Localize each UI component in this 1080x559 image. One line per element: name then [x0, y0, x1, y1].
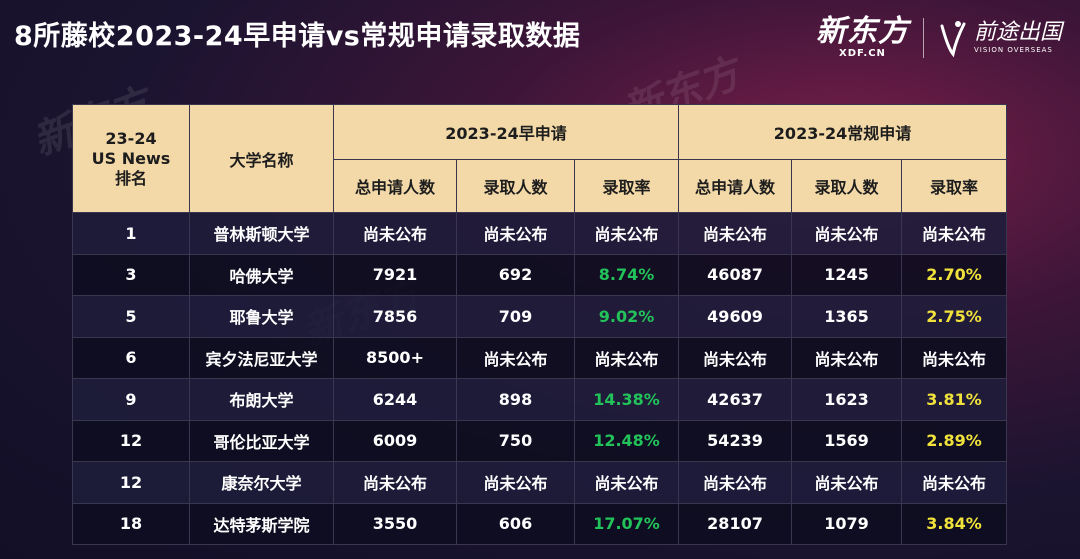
cell-rd-rate: 2.89%: [901, 419, 1008, 462]
cell-ea-admit: 尚未公布: [456, 336, 575, 379]
cell-rd-total: 42637: [678, 378, 793, 421]
table-row: 18 达特茅斯学院 3550 606 17.07% 28107 1079 3.8…: [72, 502, 1008, 545]
cell-ea-rate: 8.74%: [573, 253, 680, 296]
page-title: 8所藤校2023-24早申请vs常规申请录取数据: [14, 21, 581, 52]
cell-ea-rate: 9.02%: [573, 295, 680, 338]
table-row: 12 康奈尔大学 尚未公布 尚未公布 尚未公布 尚未公布 尚未公布 尚未公布: [72, 461, 1008, 504]
header-rank: 23-24 US News 排名: [72, 104, 190, 213]
cell-rd-admit: 1623: [791, 378, 903, 421]
table-row: 1 普林斯顿大学 尚未公布 尚未公布 尚未公布 尚未公布 尚未公布 尚未公布: [72, 212, 1008, 255]
cell-rd-rate: 3.84%: [901, 502, 1008, 545]
cell-ea-total: 尚未公布: [333, 461, 457, 504]
xdf-logo-name: 新东方: [815, 14, 909, 49]
vision-figure-icon: [940, 21, 966, 58]
cell-rd-admit: 1569: [791, 419, 903, 462]
table-row: 9 布朗大学 6244 898 14.38% 42637 1623 3.81%: [72, 378, 1008, 421]
cell-rd-rate: 尚未公布: [901, 461, 1008, 504]
vision-logo-name: 前途出国: [973, 20, 1062, 45]
cell-ea-rate: 尚未公布: [573, 212, 680, 255]
cell-rd-total: 46087: [678, 253, 793, 296]
cell-rank: 12: [72, 419, 190, 462]
xdf-logo-sub: XDF.CN: [839, 48, 886, 59]
header-ea-admit: 录取人数: [456, 159, 575, 213]
cell-rd-admit: 尚未公布: [791, 212, 903, 255]
cell-ea-total: 7921: [333, 253, 457, 296]
cell-university: 达特茅斯学院: [189, 502, 334, 545]
cell-ea-total: 尚未公布: [333, 212, 457, 255]
cell-university: 哥伦比亚大学: [189, 419, 334, 462]
vision-logo-sub: VISION OVERSEAS: [973, 46, 1053, 54]
cell-rd-total: 尚未公布: [678, 461, 793, 504]
cell-rd-rate: 尚未公布: [901, 336, 1008, 379]
cell-university: 哈佛大学: [189, 253, 334, 296]
cell-ea-admit: 750: [456, 419, 575, 462]
header-regular-group: 2023-24常规申请: [678, 104, 1008, 160]
cell-rd-total: 28107: [678, 502, 793, 545]
cell-university: 耶鲁大学: [189, 295, 334, 338]
cell-rank: 18: [72, 502, 190, 545]
cell-rd-admit: 尚未公布: [791, 461, 903, 504]
cell-ea-rate: 12.48%: [573, 419, 680, 462]
cell-rd-rate: 尚未公布: [901, 212, 1008, 255]
header-rd-total: 总申请人数: [678, 159, 793, 213]
cell-rank: 1: [72, 212, 190, 255]
cell-ea-rate: 尚未公布: [573, 461, 680, 504]
cell-rd-rate: 3.81%: [901, 378, 1008, 421]
cell-ea-rate: 17.07%: [573, 502, 680, 545]
cell-ea-admit: 606: [456, 502, 575, 545]
cell-rank: 6: [72, 336, 190, 379]
cell-rank: 3: [72, 253, 190, 296]
cell-rd-admit: 1365: [791, 295, 903, 338]
table-row: 5 耶鲁大学 7856 709 9.02% 49609 1365 2.75%: [72, 295, 1008, 338]
cell-ea-total: 7856: [333, 295, 457, 338]
cell-rd-total: 54239: [678, 419, 793, 462]
xdf-logo: 新东方 XDF.CN: [816, 17, 909, 59]
cell-university: 普林斯顿大学: [189, 212, 334, 255]
cell-ea-admit: 709: [456, 295, 575, 338]
vision-overseas-logo: 前途出国 VISION OVERSEAS: [938, 18, 1062, 58]
cell-rd-rate: 2.75%: [901, 295, 1008, 338]
admissions-table: 23-24 US News 排名 大学名称 2023-24早申请 2023-24常规…: [72, 104, 1008, 545]
cell-rd-rate: 2.70%: [901, 253, 1008, 296]
cell-rank: 5: [72, 295, 190, 338]
cell-rd-total: 尚未公布: [678, 212, 793, 255]
cell-rd-admit: 1079: [791, 502, 903, 545]
cell-university: 宾夕法尼亚大学: [189, 336, 334, 379]
cell-ea-rate: 尚未公布: [573, 336, 680, 379]
cell-ea-total: 6244: [333, 378, 457, 421]
cell-ea-total: 3550: [333, 502, 457, 545]
cell-rd-total: 49609: [678, 295, 793, 338]
cell-university: 康奈尔大学: [189, 461, 334, 504]
cell-rd-admit: 尚未公布: [791, 336, 903, 379]
cell-rd-total: 尚未公布: [678, 336, 793, 379]
header-ea-total: 总申请人数: [333, 159, 457, 213]
cell-rank: 12: [72, 461, 190, 504]
table-row: 12 哥伦比亚大学 6009 750 12.48% 54239 1569 2.8…: [72, 419, 1008, 462]
header-ea-rate: 录取率: [573, 159, 680, 213]
table-row: 3 哈佛大学 7921 692 8.74% 46087 1245 2.70%: [72, 253, 1008, 296]
cell-ea-rate: 14.38%: [573, 378, 680, 421]
cell-ea-admit: 尚未公布: [456, 212, 575, 255]
cell-ea-admit: 898: [456, 378, 575, 421]
header-rd-rate: 录取率: [901, 159, 1008, 213]
cell-university: 布朗大学: [189, 378, 334, 421]
header-rd-admit: 录取人数: [791, 159, 903, 213]
cell-rank: 9: [72, 378, 190, 421]
header-university: 大学名称: [189, 104, 334, 213]
cell-ea-total: 8500+: [333, 336, 457, 379]
cell-rd-admit: 1245: [791, 253, 903, 296]
brand-logos: 新东方 XDF.CN 前途出国 VISION OVERSEAS: [816, 14, 1062, 62]
table-row: 6 宾夕法尼亚大学 8500+ 尚未公布 尚未公布 尚未公布 尚未公布 尚未公布: [72, 336, 1008, 379]
brand-divider: [922, 18, 924, 58]
header-early-group: 2023-24早申请: [332, 104, 680, 160]
cell-ea-admit: 692: [456, 253, 575, 296]
cell-ea-total: 6009: [333, 419, 457, 462]
cell-ea-admit: 尚未公布: [456, 461, 575, 504]
